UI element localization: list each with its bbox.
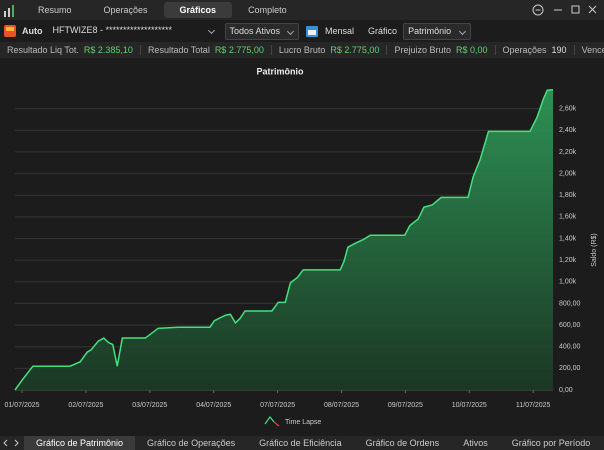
y-tick-label: 400,00 xyxy=(559,344,581,351)
stat-label: Resultado Total xyxy=(147,45,210,55)
y-tick-label: 0,00 xyxy=(559,387,573,394)
stat-label: Resultado Liq Tot. xyxy=(7,45,79,55)
y-tick-label: 2,20k xyxy=(559,149,577,156)
period[interactable]: Mensal xyxy=(325,26,355,36)
bottom-tabs: Gráfico de Patrimônio Gráfico de Operaçõe… xyxy=(24,436,604,450)
stat-value: R$ 2.385,10 xyxy=(83,45,133,55)
tab[interactable]: Operações xyxy=(103,5,148,15)
stat-label: Prejuizo Bruto xyxy=(394,45,451,55)
stat-value: 190 xyxy=(551,45,567,55)
stat: Lucro Bruto R$ 2.775,00 xyxy=(272,45,388,55)
chart-title: Patrimônio xyxy=(256,66,304,76)
tab-strip: Resumo Operações Gráficos Completo xyxy=(22,2,303,18)
legend-label[interactable]: Time Lapse xyxy=(285,419,321,426)
toolbar: Auto HFTWIZE8 - ******************* Todo… xyxy=(0,21,604,41)
x-tick-label: 04/07/2025 xyxy=(196,402,231,409)
bottom-tab[interactable]: Gráfico por Período xyxy=(511,438,591,448)
bottom-tab-bar: Gráfico de Patrimônio Gráfico de Operaçõe… xyxy=(0,436,604,450)
stat: Resultado Liq Tot. R$ 2.385,10 xyxy=(0,45,141,55)
line xyxy=(14,88,554,391)
chart-label: Gráfico xyxy=(368,26,398,36)
app-icon xyxy=(4,5,14,17)
window-controls[interactable] xyxy=(532,3,598,17)
assets-select[interactable]: Todos Ativos xyxy=(224,22,300,40)
stat-label: Vencedoras xyxy=(581,45,604,55)
tab-scroll-arrows[interactable] xyxy=(3,439,21,447)
stat: Operações 190 xyxy=(496,45,575,55)
calendar-icon[interactable] xyxy=(305,24,319,38)
y-tick-label: 1,40k xyxy=(559,235,577,242)
area xyxy=(15,89,553,390)
account-mode: Auto xyxy=(22,26,43,36)
y-tick-label: 200,00 xyxy=(559,365,581,372)
stat-label: Lucro Bruto xyxy=(278,45,326,55)
y-tick-label: 1,80k xyxy=(559,192,577,199)
chart: Patrimônio Saldo (R$) 0,00 200,00 400,00 60… xyxy=(5,66,598,427)
chart-select[interactable]: Patrimônio xyxy=(403,22,472,40)
tab[interactable]: Resumo xyxy=(38,5,72,15)
stat-value: R$ 2.775,00 xyxy=(330,45,380,55)
x-tick-label: 02/07/2025 xyxy=(68,402,103,409)
x-tick-label: 03/07/2025 xyxy=(132,402,167,409)
stat: Prejuizo Bruto R$ 0,00 xyxy=(387,45,496,55)
top-bar: Resumo Operações Gráficos Completo xyxy=(0,0,604,20)
x-tick-label: 10/07/2025 xyxy=(452,402,487,409)
stat: Resultado Total R$ 2.775,00 xyxy=(141,45,272,55)
x-tick-label: 11/07/2025 xyxy=(516,402,551,409)
account-select[interactable]: HFTWIZE8 - ******************* xyxy=(49,23,219,40)
bottom-tab[interactable]: Gráfico de Operações xyxy=(147,438,236,448)
stat: Vencedoras100,00 xyxy=(575,45,604,55)
y-tick-label: 2,00k xyxy=(559,170,577,177)
x-tick-label: 08/07/2025 xyxy=(324,402,359,409)
tab[interactable]: Gráficos xyxy=(163,2,233,18)
bottom-tab[interactable]: Gráfico de Patrimônio xyxy=(24,436,136,450)
tab[interactable]: Completo xyxy=(248,5,287,15)
y-tick-label: 1,60k xyxy=(559,214,577,221)
bottom-tab[interactable]: Ativos xyxy=(463,438,488,448)
stat-value: R$ 0,00 xyxy=(455,45,488,55)
y-tick-label: 800,00 xyxy=(559,300,581,307)
stat-label: Operações xyxy=(502,45,547,55)
stat-value: R$ 2.775,00 xyxy=(214,45,264,55)
broker-icon xyxy=(4,25,16,37)
y-tick-label: 1,20k xyxy=(559,257,577,264)
y-tick-label: 600,00 xyxy=(559,322,581,329)
y-axis-label: Saldo (R$) xyxy=(591,233,598,266)
x-tick-label: 09/07/2025 xyxy=(388,402,423,409)
bottom-tab[interactable]: Gráfico de Ordens xyxy=(365,438,440,448)
stats-bar: Resultado Liq Tot. R$ 2.385,10 Resultado T… xyxy=(0,42,604,58)
y-tick-label: 2,60k xyxy=(559,105,577,112)
legend-icon xyxy=(264,416,275,425)
x-tick-label: 07/07/2025 xyxy=(260,402,295,409)
y-tick-label: 1,00k xyxy=(559,279,577,286)
x-tick-label: 01/07/2025 xyxy=(5,402,40,409)
legend-icon xyxy=(273,421,280,427)
y-tick-label: 2,40k xyxy=(559,127,577,134)
bottom-tab[interactable]: Gráfico de Eficiência xyxy=(259,438,342,448)
